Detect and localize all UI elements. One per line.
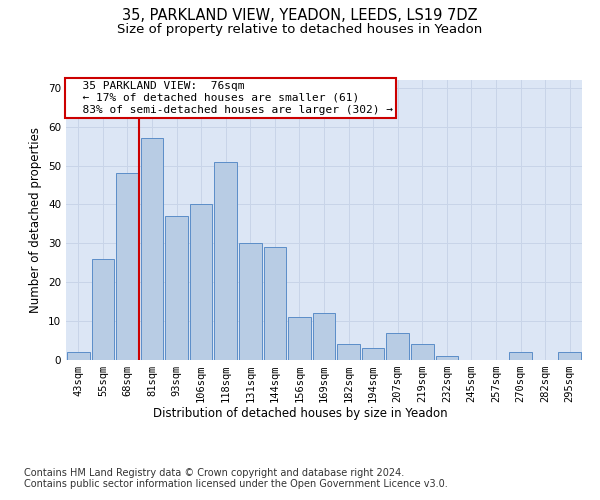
Bar <box>509 352 532 360</box>
Bar <box>67 352 89 360</box>
Bar <box>165 216 188 360</box>
Bar <box>436 356 458 360</box>
Bar <box>190 204 212 360</box>
Bar <box>559 352 581 360</box>
Bar <box>214 162 237 360</box>
Text: Contains HM Land Registry data © Crown copyright and database right 2024.
Contai: Contains HM Land Registry data © Crown c… <box>24 468 448 489</box>
Text: Distribution of detached houses by size in Yeadon: Distribution of detached houses by size … <box>152 408 448 420</box>
Bar <box>288 317 311 360</box>
Text: Size of property relative to detached houses in Yeadon: Size of property relative to detached ho… <box>118 22 482 36</box>
Y-axis label: Number of detached properties: Number of detached properties <box>29 127 43 313</box>
Bar <box>411 344 434 360</box>
Bar <box>239 244 262 360</box>
Bar <box>337 344 360 360</box>
Bar <box>140 138 163 360</box>
Text: 35 PARKLAND VIEW:  76sqm
  ← 17% of detached houses are smaller (61)
  83% of se: 35 PARKLAND VIEW: 76sqm ← 17% of detache… <box>68 82 392 114</box>
Text: 35, PARKLAND VIEW, YEADON, LEEDS, LS19 7DZ: 35, PARKLAND VIEW, YEADON, LEEDS, LS19 7… <box>122 8 478 22</box>
Bar <box>116 174 139 360</box>
Bar <box>92 259 114 360</box>
Bar <box>362 348 385 360</box>
Bar <box>386 333 409 360</box>
Bar <box>263 247 286 360</box>
Bar <box>313 314 335 360</box>
